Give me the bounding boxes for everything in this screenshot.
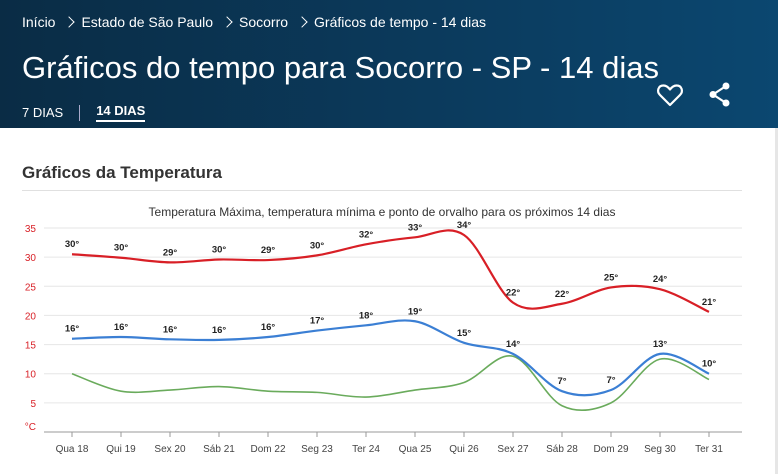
chevron-right-icon xyxy=(221,16,233,28)
data-label-min: 16° xyxy=(114,322,129,333)
y-tick-label: 15 xyxy=(25,341,37,352)
x-tick-label: Qua 18 xyxy=(56,444,89,455)
x-tick-label: Ter 31 xyxy=(695,444,723,455)
y-tick-label: 25 xyxy=(25,282,37,293)
series-line-dew xyxy=(71,355,710,412)
y-axis-unit: °C xyxy=(25,422,36,433)
breadcrumb-current[interactable]: Gráficos de tempo - 14 dias xyxy=(314,14,487,30)
data-label-max: 29° xyxy=(261,245,276,256)
data-label-min: 10° xyxy=(702,359,717,370)
data-label-min: 16° xyxy=(212,325,227,336)
chart-title: Temperatura Máxima, temperatura mínima e… xyxy=(149,205,616,219)
series-line-min xyxy=(71,319,710,397)
x-tick-label: Sáb 21 xyxy=(203,444,235,455)
data-label-min: 16° xyxy=(163,324,178,335)
page-header: Início Estado de São Paulo Socorro Gráfi… xyxy=(0,0,778,128)
y-tick-label: 5 xyxy=(30,399,36,410)
data-label-min: 18° xyxy=(359,310,374,321)
tab-14-dias[interactable]: 14 DIAS xyxy=(96,103,146,122)
x-tick-label: Ter 24 xyxy=(352,444,380,455)
y-tick-label: 30 xyxy=(25,253,37,264)
chart-series xyxy=(71,229,710,412)
x-tick-label: Sex 27 xyxy=(497,444,529,455)
y-tick-label: 10 xyxy=(25,370,37,381)
share-icon[interactable] xyxy=(705,80,735,110)
y-axis: 5 10 15 20 25 30 35 °C xyxy=(25,224,37,433)
data-label-min: 16° xyxy=(261,322,276,333)
data-label-max: 22° xyxy=(555,289,570,300)
data-label-min: 7° xyxy=(606,375,615,386)
tab-divider xyxy=(79,104,81,121)
data-label-max: 32° xyxy=(359,229,374,240)
x-tick-label: Dom 29 xyxy=(593,444,628,455)
scrollbar-track xyxy=(775,128,778,474)
chart-grid xyxy=(44,227,742,404)
data-label-min: 13° xyxy=(653,339,668,350)
data-label-min: 15° xyxy=(457,328,472,339)
x-tick-label: Qui 19 xyxy=(106,444,136,455)
data-label-max: 29° xyxy=(163,247,178,258)
data-label-max: 30° xyxy=(310,240,325,251)
breadcrumb-state[interactable]: Estado de São Paulo xyxy=(81,14,214,30)
data-label-max: 22° xyxy=(506,288,521,299)
data-label-min: 19° xyxy=(408,306,423,317)
data-label-max: 30° xyxy=(114,243,129,254)
page-title: Gráficos do tempo para Socorro - SP - 14… xyxy=(22,50,659,85)
chart-data-labels: 30° 30° 29° 30° 29° 30° 32° 33° 34° 22° 22° 25° 24° 2… xyxy=(65,220,717,387)
breadcrumb-home[interactable]: Início xyxy=(22,14,56,30)
breadcrumb: Início Estado de São Paulo Socorro Gráfi… xyxy=(22,14,486,30)
data-label-min: 7° xyxy=(557,376,566,387)
breadcrumb-city[interactable]: Socorro xyxy=(239,14,289,30)
x-tick-label: Dom 22 xyxy=(250,444,285,455)
data-label-min: 16° xyxy=(65,324,80,335)
chevron-right-icon xyxy=(296,16,308,28)
data-label-min: 17° xyxy=(310,316,325,327)
tab-7-dias[interactable]: 7 DIAS xyxy=(22,105,64,120)
x-tick-label: Sáb 28 xyxy=(546,444,578,455)
data-label-max: 30° xyxy=(65,239,80,250)
x-axis: Qua 18 Qui 19 Sex 20 Sáb 21 Dom 22 Seg 23 Ter … xyxy=(44,431,742,455)
section-divider xyxy=(22,190,742,191)
section-title: Gráficos da Temperatura xyxy=(22,163,222,182)
y-tick-label: 20 xyxy=(25,311,37,322)
data-label-max: 33° xyxy=(408,222,423,233)
x-tick-label: Qua 25 xyxy=(399,444,432,455)
heart-icon[interactable] xyxy=(655,80,685,110)
data-label-max: 34° xyxy=(457,220,472,231)
data-label-max: 24° xyxy=(653,274,668,285)
x-tick-label: Qui 26 xyxy=(449,444,479,455)
data-label-min: 14° xyxy=(506,339,521,350)
x-tick-label: Seg 23 xyxy=(301,444,333,455)
data-label-max: 30° xyxy=(212,244,227,255)
data-label-max: 25° xyxy=(604,272,619,283)
y-tick-label: 35 xyxy=(25,224,37,235)
x-tick-label: Sex 20 xyxy=(154,444,186,455)
series-line-max xyxy=(71,229,710,313)
data-label-max: 21° xyxy=(702,297,717,308)
period-tabs: 7 DIAS 14 DIAS xyxy=(22,103,146,122)
chevron-right-icon xyxy=(63,16,76,28)
temperature-chart: Temperatura Máxima, temperatura mínima e… xyxy=(25,205,742,455)
x-tick-label: Seg 30 xyxy=(644,444,676,455)
